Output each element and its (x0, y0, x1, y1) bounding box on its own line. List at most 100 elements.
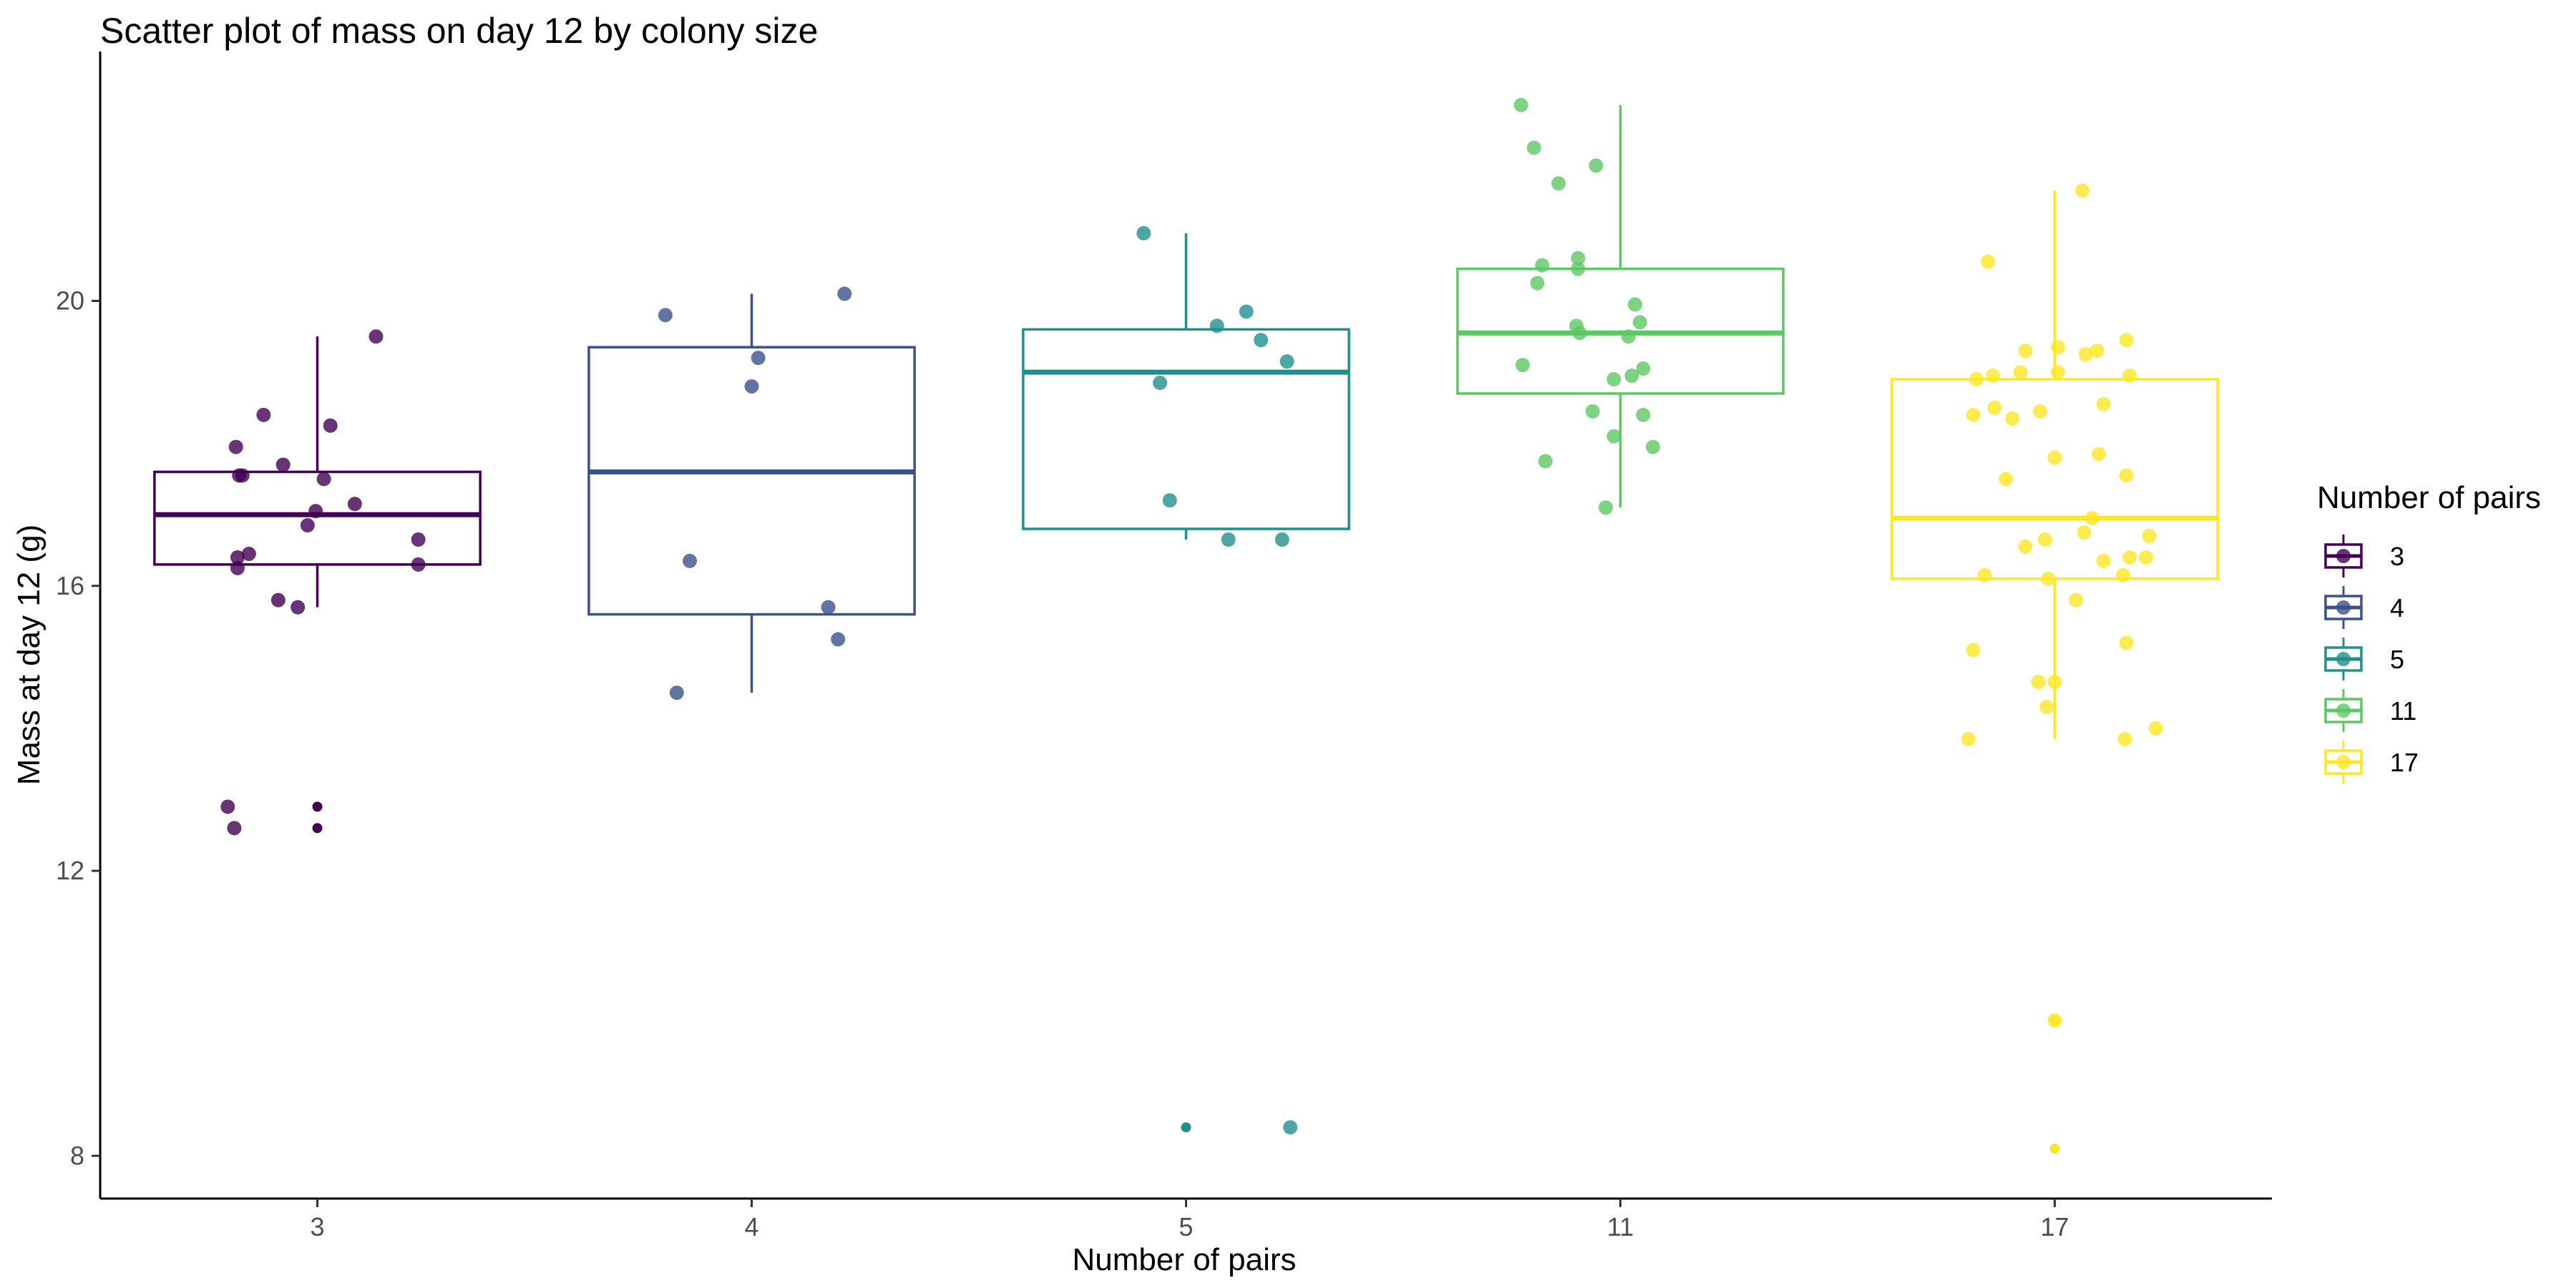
data-point (1585, 404, 1600, 419)
legend-label: 5 (2390, 645, 2404, 674)
legend-label: 11 (2390, 696, 2416, 726)
data-point (2078, 347, 2093, 362)
data-point (300, 518, 315, 533)
y-tick-label: 8 (70, 1141, 84, 1170)
legend-key-point (2336, 549, 2351, 563)
data-point (316, 472, 331, 487)
data-point (2033, 404, 2048, 419)
chart-title: Scatter plot of mass on day 12 by colony… (100, 11, 818, 51)
data-point (1986, 369, 2001, 384)
data-point (2013, 365, 2028, 380)
points-3 (220, 329, 426, 836)
data-point (1606, 372, 1621, 387)
data-point (683, 553, 698, 568)
data-point (1606, 429, 1621, 444)
legend-label: 3 (2390, 542, 2404, 571)
data-point (2148, 721, 2163, 736)
data-point (1162, 493, 1177, 508)
data-point (2041, 571, 2056, 586)
y-tick-label: 20 (56, 286, 84, 316)
data-point (2077, 525, 2092, 540)
data-point (2018, 540, 2033, 555)
y-tick-label: 12 (56, 856, 84, 885)
legend-label: 17 (2390, 748, 2419, 777)
data-point (411, 532, 426, 547)
data-point (1966, 643, 1981, 658)
data-point (2117, 731, 2132, 746)
x-tick-label: 5 (1179, 1212, 1193, 1241)
data-point (2069, 592, 2084, 608)
legend-label: 4 (2390, 593, 2404, 623)
outlier-point (1181, 1122, 1191, 1133)
x-tick-label: 11 (1607, 1212, 1634, 1241)
data-point (411, 557, 426, 572)
data-point (1636, 361, 1651, 376)
legend: Number of pairs 3 4 5 11 17 (2317, 480, 2541, 784)
data-point (275, 457, 291, 472)
data-point (1599, 500, 1614, 515)
data-point (2047, 675, 2062, 690)
data-point (1987, 400, 2002, 415)
data-point (2075, 183, 2090, 198)
data-point (1571, 250, 1586, 265)
data-point (241, 546, 256, 561)
legend-item-11: 11 (2324, 689, 2416, 732)
data-point (751, 351, 766, 366)
data-point (230, 550, 245, 565)
data-point (2096, 553, 2111, 568)
data-point (1209, 318, 1224, 333)
axes: 8 12 16 20 3 4 5 11 17 (56, 52, 2272, 1241)
data-point (2119, 635, 2134, 650)
legend-key-point (2336, 652, 2351, 666)
data-point (2142, 529, 2157, 544)
box-group-11 (1456, 104, 1785, 508)
data-point (1283, 1120, 1298, 1135)
data-point (1589, 158, 1604, 173)
data-point (1526, 140, 1541, 155)
points-17 (1961, 183, 2163, 1028)
data-point (669, 686, 684, 701)
x-tick-label: 17 (2040, 1212, 2069, 1241)
data-point (1627, 297, 1642, 312)
x-tick-label: 3 (310, 1212, 324, 1241)
data-point (369, 329, 384, 344)
data-point (2005, 411, 2020, 426)
data-point (347, 497, 362, 512)
data-point (2047, 450, 2062, 465)
points-11 (1513, 97, 1661, 515)
data-point (235, 468, 250, 483)
data-point (220, 799, 235, 814)
box-group-5 (1022, 233, 1350, 1133)
legend-item-17: 17 (2324, 741, 2419, 784)
data-point (2116, 567, 2131, 582)
box (153, 470, 482, 566)
data-point (227, 821, 242, 836)
data-point (821, 600, 836, 615)
data-point (2138, 550, 2153, 565)
data-point (1239, 304, 1254, 319)
points-4 (658, 286, 852, 701)
data-point (256, 407, 271, 422)
legend-key-point (2336, 755, 2351, 769)
box (587, 346, 916, 616)
box (1022, 328, 1350, 530)
legend-key-point (2336, 703, 2351, 718)
data-point (323, 418, 338, 433)
data-point (1981, 254, 1996, 269)
data-point (744, 379, 759, 394)
points-5 (1136, 225, 1298, 1135)
data-point (1999, 472, 2014, 487)
data-point (228, 439, 243, 454)
data-point (1551, 176, 1566, 191)
data-point (308, 504, 323, 519)
data-point (2047, 1013, 2062, 1028)
data-point (658, 308, 673, 323)
data-point (1538, 454, 1553, 469)
y-tick-label: 16 (56, 571, 84, 600)
outlier-point (2049, 1143, 2060, 1154)
data-point (230, 560, 245, 575)
legend-key-point (2336, 600, 2351, 615)
data-point (2051, 340, 2066, 355)
